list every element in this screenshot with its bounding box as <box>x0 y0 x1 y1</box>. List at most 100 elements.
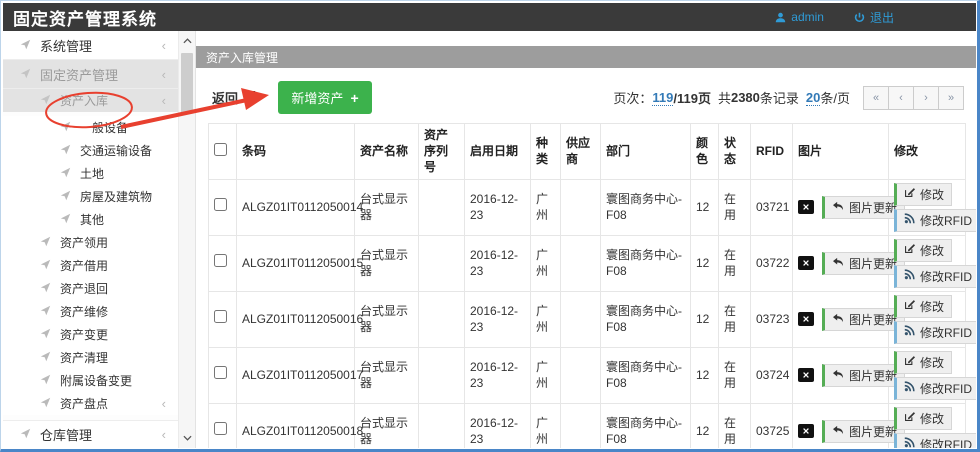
page-total: /119页 <box>673 91 711 106</box>
modify-rfid-button[interactable]: 修改RFID <box>894 320 976 344</box>
image-update-button[interactable]: 图片更新 <box>822 307 906 331</box>
modify-cell: 修改 修改RFID <box>888 402 976 448</box>
current-page-link[interactable]: 119 <box>652 89 674 106</box>
sidebar-item-7[interactable]: 其他 <box>3 208 178 231</box>
modify-rfid-button[interactable]: 修改RFID <box>894 264 976 288</box>
col-status: 状态 <box>718 123 751 180</box>
select-all-checkbox[interactable] <box>214 142 227 156</box>
sidebar-item-6[interactable]: 房屋及建筑物 <box>3 185 178 208</box>
serial-cell <box>418 290 465 348</box>
sidebar-item-label: 资产借用 <box>60 259 109 273</box>
sidebar: 系统管理 ‹ 固定资产管理 ‹ 资产入库 ‹ 一般设备 交通运输设备 土地 <box>3 31 196 448</box>
image-update-button[interactable]: 图片更新 <box>822 195 906 219</box>
pagination-buttons: « ‹ › » <box>863 85 964 110</box>
nav-plane-icon <box>40 305 51 319</box>
sidebar-item-10[interactable]: 资产退回 <box>3 277 178 300</box>
modify-button[interactable]: 修改 <box>894 182 953 206</box>
broken-image-icon <box>798 200 814 215</box>
category-cell: 广州 <box>530 178 561 236</box>
sidebar-item-label: 资产入库 <box>60 94 109 108</box>
modify-button[interactable]: 修改 <box>894 238 953 262</box>
modify-rfid-label: 修改RFID <box>920 269 972 284</box>
last-page-button[interactable]: » <box>938 85 964 110</box>
date-cell: 2016-12-23 <box>464 346 531 404</box>
first-page-button[interactable]: « <box>863 85 889 110</box>
department-cell: 寰图商务中心-F08 <box>600 402 691 448</box>
sidebar-item-label: 房屋及建筑物 <box>80 190 153 204</box>
chevron-icon: ‹ <box>161 427 166 442</box>
category-cell: 广州 <box>530 346 561 404</box>
reply-icon <box>832 312 844 326</box>
edit-icon <box>904 411 915 425</box>
scrollbar-thumb[interactable] <box>181 53 193 113</box>
image-cell: 图片更新 <box>792 346 906 404</box>
sidebar-item-1[interactable]: 固定资产管理 ‹ <box>3 60 178 89</box>
sidebar-item-9[interactable]: 资产借用 <box>3 254 178 277</box>
prev-page-button[interactable]: ‹ <box>888 85 914 110</box>
status-cell: 在用 <box>718 402 751 448</box>
user-menu-link[interactable]: admin <box>775 10 824 24</box>
modify-button[interactable]: 修改 <box>894 406 953 430</box>
image-update-button[interactable]: 图片更新 <box>822 419 906 443</box>
add-asset-label: 新增资产 <box>291 91 344 106</box>
col-name: 资产名称 <box>354 123 419 180</box>
sidebar-item-11[interactable]: 资产维修 <box>3 300 178 323</box>
logout-link[interactable]: 退出 <box>854 9 894 26</box>
sidebar-item-3[interactable]: 一般设备 <box>3 116 178 139</box>
modify-rfid-button[interactable]: 修改RFID <box>894 376 976 400</box>
sidebar-item-0[interactable]: 系统管理 ‹ <box>3 31 178 60</box>
barcode-cell: ALGZ01IT0112050018 <box>236 402 363 448</box>
sidebar-item-15[interactable]: 资产盘点 ‹ <box>3 392 178 415</box>
sidebar-item-16[interactable]: 仓库管理 ‹ <box>3 420 178 448</box>
sidebar-item-12[interactable]: 资产变更 <box>3 323 178 346</box>
nav-plane-icon <box>60 190 71 204</box>
image-update-button[interactable]: 图片更新 <box>822 363 906 387</box>
sidebar-item-8[interactable]: 资产领用 <box>3 231 178 254</box>
modify-rfid-button[interactable]: 修改RFID <box>894 208 976 232</box>
row-checkbox[interactable] <box>214 198 227 212</box>
select-all-cell <box>208 123 237 180</box>
scroll-up-icon[interactable] <box>179 33 195 49</box>
row-checkbox[interactable] <box>214 254 227 268</box>
image-update-button[interactable]: 图片更新 <box>822 251 906 275</box>
chevron-icon: ‹ <box>161 396 166 411</box>
department-cell: 寰图商务中心-F08 <box>600 178 691 236</box>
supplier-cell <box>560 290 601 348</box>
nav-plane-icon <box>40 397 51 411</box>
sidebar-item-2[interactable]: 资产入库 ‹ <box>3 89 178 112</box>
row-checkbox[interactable] <box>214 310 227 324</box>
scroll-down-icon[interactable] <box>179 430 195 446</box>
modify-label: 修改 <box>920 299 945 314</box>
row-checkbox[interactable] <box>214 422 227 436</box>
back-button[interactable]: 返回 ↺ <box>212 88 256 107</box>
rss-icon <box>904 213 915 227</box>
modify-rfid-button[interactable]: 修改RFID <box>894 432 976 448</box>
sidebar-scrollbar[interactable] <box>178 31 195 448</box>
top-bar-right: admin 退出 <box>775 9 894 26</box>
edit-icon <box>904 243 915 257</box>
sidebar-item-14[interactable]: 附属设备变更 <box>3 369 178 392</box>
logout-label: 退出 <box>869 10 894 25</box>
sidebar-item-5[interactable]: 土地 <box>3 162 178 185</box>
main-content: 资产入库管理 返回 ↺ 新增资产 + 页次： 119 /119页 共 238 <box>196 31 976 448</box>
rfid-cell: 03722 <box>750 234 793 292</box>
nav-plane-icon <box>20 38 31 53</box>
add-asset-button[interactable]: 新增资产 + <box>278 81 372 114</box>
modify-rfid-label: 修改RFID <box>920 325 972 340</box>
color-cell: 12 <box>690 234 719 292</box>
sidebar-item-label: 系统管理 <box>40 38 93 54</box>
sidebar-item-4[interactable]: 交通运输设备 <box>3 139 178 162</box>
sidebar-item-label: 资产盘点 <box>60 397 109 411</box>
sidebar-item-13[interactable]: 资产清理 <box>3 346 178 369</box>
row-checkbox[interactable] <box>214 366 227 380</box>
row-select-cell <box>208 290 237 348</box>
table-row-2: ALGZ01IT0112050016 台式显示器 2016-12-23 广州 寰… <box>208 290 976 348</box>
rss-icon <box>904 381 915 395</box>
next-page-button[interactable]: › <box>913 85 939 110</box>
sidebar-item-label: 资产清理 <box>60 351 109 365</box>
modify-button[interactable]: 修改 <box>894 350 953 374</box>
modify-button[interactable]: 修改 <box>894 294 953 318</box>
broken-image-icon <box>798 368 814 383</box>
broken-image-icon <box>798 424 814 439</box>
per-page-link[interactable]: 20 <box>805 89 821 106</box>
